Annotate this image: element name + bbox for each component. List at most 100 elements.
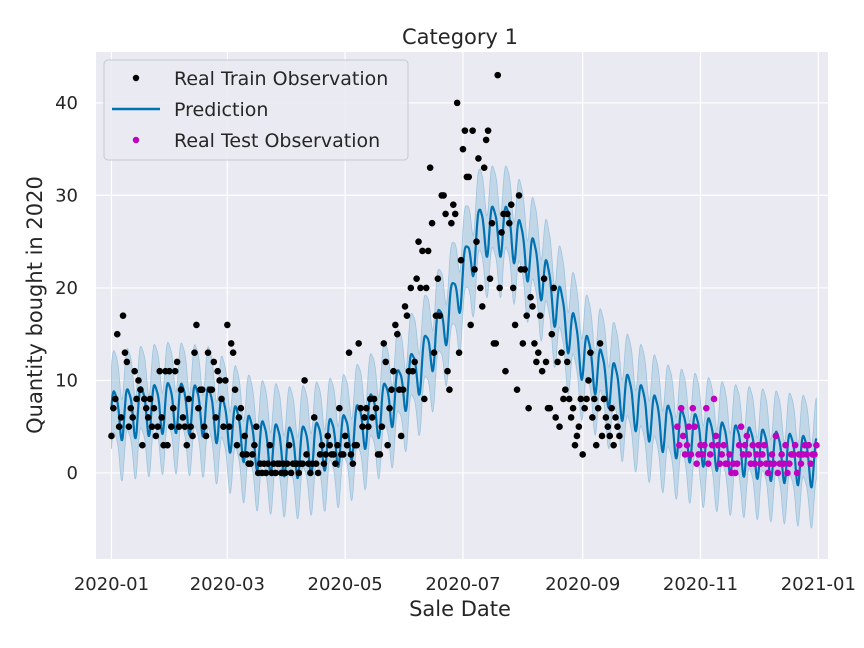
train-point [419,247,426,255]
test-point [784,469,791,477]
train-point [606,432,614,440]
train-point [127,404,135,412]
test-point [780,460,787,468]
train-point [388,386,395,393]
train-point [372,404,380,412]
test-point [675,441,683,449]
train-point [131,367,138,375]
train-point [117,414,125,421]
train-point [237,404,245,412]
train-point [229,349,237,356]
train-point [502,367,509,375]
y-tick-label: 10 [55,370,78,391]
train-point [376,451,384,458]
train-point [542,358,550,366]
train-point [326,441,333,449]
train-point [413,275,420,282]
train-point [212,414,220,421]
legend-label-prediction: Prediction [174,99,268,121]
test-point [693,460,700,468]
train-point [218,395,225,403]
test-point [735,441,743,449]
train-point [175,423,183,430]
legend-label-train: Real Train Observation [174,68,388,90]
x-axis-label: Sale Date [409,597,511,621]
train-point [488,219,496,227]
test-point [681,451,689,458]
train-point [581,404,588,412]
test-point [741,441,749,449]
train-point [336,404,343,412]
train-point [156,367,164,375]
train-point [471,266,478,273]
train-point [519,340,527,347]
train-point [368,414,376,421]
train-point [492,340,500,347]
train-point [558,349,565,356]
train-point [204,349,212,356]
train-point [598,432,606,440]
test-point [778,451,785,458]
train-point [511,321,519,329]
train-point [361,414,368,421]
train-point [506,219,513,227]
train-point [430,349,438,356]
train-point [457,256,465,264]
train-point [193,321,200,329]
test-point [759,451,766,458]
train-point [339,451,347,458]
train-point [556,423,563,430]
train-point [115,423,123,430]
legend-label-test: Real Test Observation [174,130,380,152]
train-point [133,395,140,403]
train-point [552,414,559,421]
test-point [689,404,697,412]
x-tick-label: 2020-01 [74,574,149,595]
train-point [353,441,361,449]
train-point [440,192,447,199]
train-point [231,386,239,393]
train-point [461,127,469,134]
train-point [546,404,554,412]
train-point [202,432,210,440]
train-point [378,423,386,430]
train-point [473,238,480,245]
train-point [515,192,523,199]
train-point [227,340,235,347]
train-point [370,395,378,403]
train-point [529,303,536,310]
test-point [679,432,687,440]
train-point [208,386,216,393]
y-tick-label: 30 [55,185,78,206]
train-point [266,441,274,449]
test-observations [674,395,820,477]
train-point [450,201,457,208]
train-point [195,404,202,412]
train-point [393,330,401,338]
test-point [760,441,768,449]
train-point [444,367,451,375]
train-point [527,293,534,301]
test-point [739,451,747,458]
train-point [332,460,339,468]
train-point [187,423,194,430]
train-point [168,423,175,430]
x-tick-label: 2020-05 [308,574,383,595]
train-point [185,395,193,403]
train-point [604,423,612,430]
test-point [720,441,728,449]
train-point [262,469,270,477]
train-point [241,432,249,440]
train-point [540,275,548,282]
train-point [310,414,318,421]
train-point [446,386,453,393]
train-point [397,432,405,440]
train-point [592,441,600,449]
train-point [314,469,322,477]
train-point [287,469,295,477]
train-point [191,349,198,356]
train-point [428,219,436,227]
train-point [181,423,189,430]
train-point [345,349,353,356]
